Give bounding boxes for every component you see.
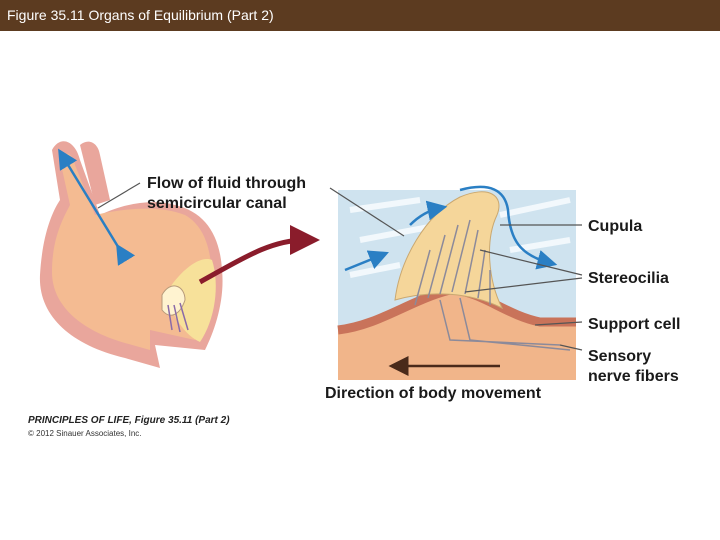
stereocilia-label: Stereocilia bbox=[588, 270, 669, 287]
ampulla-illustration bbox=[39, 141, 320, 368]
header-title: Figure 35.11 Organs of Equilibrium (Part… bbox=[7, 7, 274, 23]
leader-line bbox=[329, 187, 405, 237]
credit-source: PRINCIPLES OF LIFE, Figure 35.11 (Part 2… bbox=[28, 415, 230, 426]
credit-copyright: © 2012 Sinauer Associates, Inc. bbox=[28, 429, 142, 438]
sensory-label: nerve fibers bbox=[588, 368, 679, 385]
flow-label: Flow of fluid through bbox=[147, 175, 306, 192]
leader-line bbox=[559, 344, 583, 351]
leader-line bbox=[534, 321, 583, 326]
leader-line bbox=[464, 277, 583, 293]
cupula-label: Cupula bbox=[588, 218, 642, 235]
leader-line bbox=[479, 249, 583, 276]
leader-line bbox=[97, 182, 141, 209]
flow-arrow bbox=[409, 200, 448, 226]
flow-arrow bbox=[344, 250, 389, 272]
sensory-label: Sensory bbox=[588, 348, 651, 365]
header-bar bbox=[0, 0, 720, 31]
nerve-small bbox=[167, 302, 189, 333]
leader-lines bbox=[97, 182, 583, 351]
stereocilia-lines bbox=[414, 219, 571, 351]
zoom-arrow bbox=[198, 225, 320, 285]
support-cell-label: Support cell bbox=[588, 316, 680, 333]
flow-arrow bbox=[459, 185, 558, 270]
fluid-streaks bbox=[349, 197, 571, 278]
flow-arrow bbox=[58, 148, 136, 266]
direction-label: Direction of body movement bbox=[325, 385, 542, 402]
cupula-illustration bbox=[337, 185, 576, 380]
flow-label: semicircular canal bbox=[147, 195, 287, 212]
